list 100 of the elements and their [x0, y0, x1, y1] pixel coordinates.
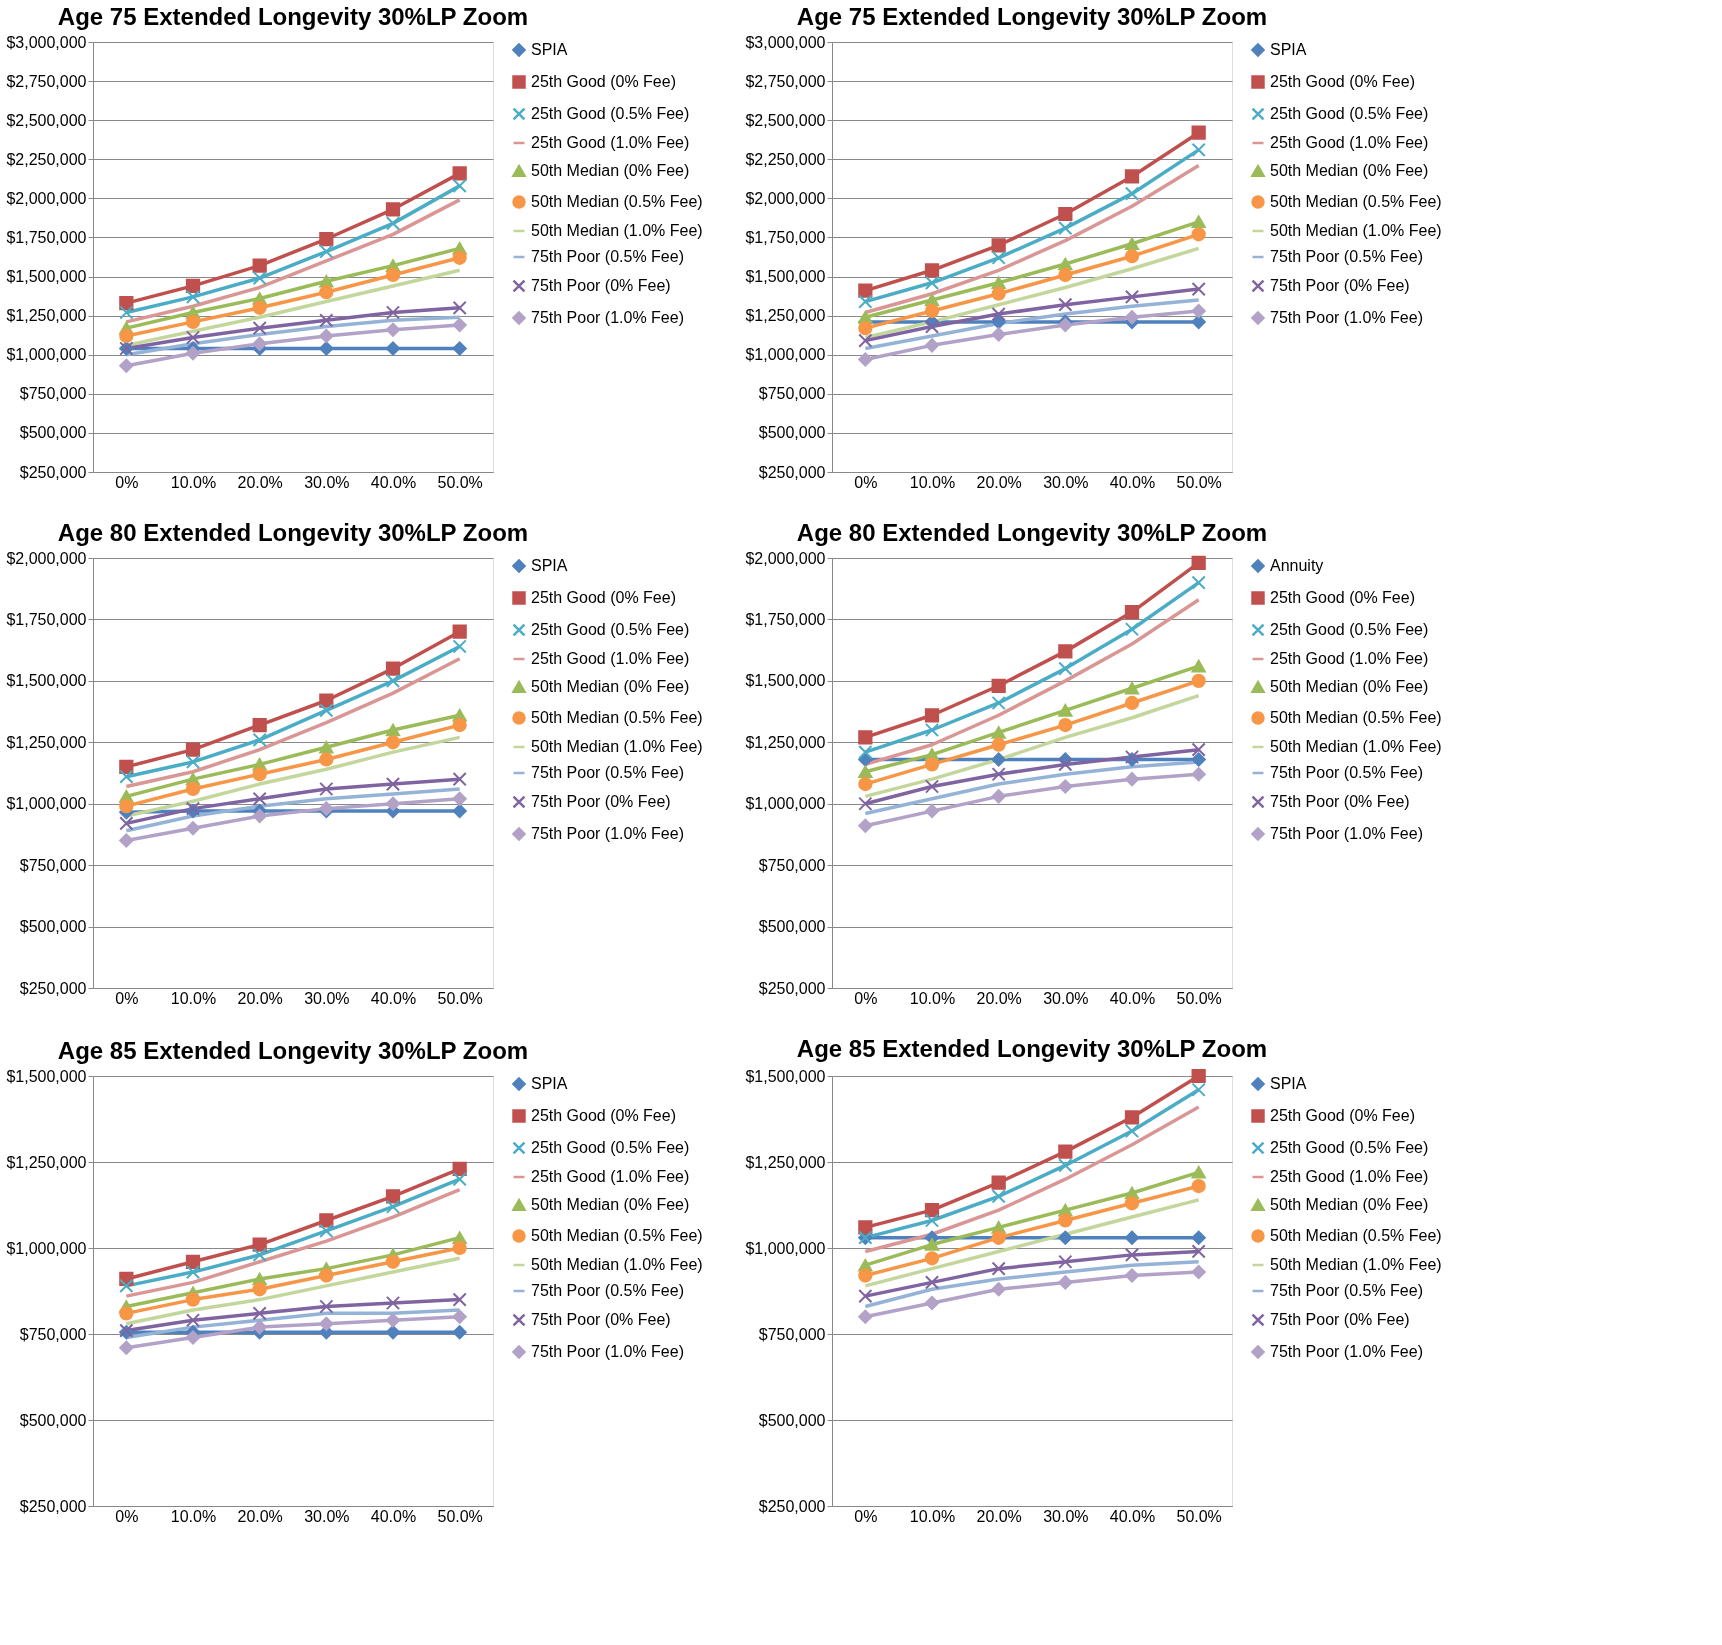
y-tick-label: $250,000 [19, 463, 87, 481]
legend-label: 50th Median (0% Fee) [1270, 1196, 1429, 1213]
y-tick-label: $1,500,000 [6, 268, 87, 286]
y-tick-label: $1,250,000 [745, 1153, 826, 1171]
x-tick-label: 20.0% [237, 989, 283, 1007]
legend-label: SPIA [531, 1075, 568, 1092]
x-tick-label: 50.0% [437, 473, 483, 491]
legend-label: 50th Median (1.0% Fee) [531, 222, 703, 239]
legend-label: 75th Poor (0% Fee) [1270, 277, 1410, 294]
legend-label: 75th Poor (1.0% Fee) [1270, 1343, 1423, 1360]
legend-label: 25th Good (1.0% Fee) [531, 650, 690, 667]
x-tick-label: 10.0% [909, 473, 956, 491]
y-tick-label: $500,000 [758, 918, 826, 936]
x-tick-label: 40.0% [1109, 1507, 1156, 1525]
y-tick-label: $1,500,000 [745, 268, 826, 286]
x-tick-label: 10.0% [909, 1507, 956, 1525]
y-tick-label: $500,000 [19, 424, 87, 442]
legend-label: SPIA [1270, 1075, 1307, 1092]
y-tick-label: $250,000 [19, 979, 87, 997]
y-tick-label: $1,250,000 [6, 1153, 87, 1171]
legend-label: 25th Good (1.0% Fee) [531, 134, 690, 151]
legend-label: 25th Good (0.5% Fee) [531, 621, 690, 638]
legend-label: 50th Median (1.0% Fee) [1270, 222, 1442, 239]
y-tick-label: $1,750,000 [745, 228, 826, 246]
y-tick-label: $2,000,000 [745, 549, 826, 567]
x-tick-label: 10.0% [170, 989, 217, 1007]
legend-label: 50th Median (1.0% Fee) [1270, 1256, 1442, 1273]
legend-label: 75th Poor (1.0% Fee) [1270, 309, 1423, 326]
x-tick-label: 20.0% [237, 473, 283, 491]
legend-label: 25th Good (0% Fee) [1270, 589, 1415, 606]
legend-label: 25th Good (0% Fee) [531, 73, 676, 90]
y-tick-label: $500,000 [19, 918, 87, 936]
legend-label: 50th Median (0.5% Fee) [531, 709, 703, 726]
y-tick-label: $1,750,000 [6, 610, 87, 628]
y-tick-label: $2,500,000 [745, 111, 826, 129]
y-tick-label: $1,000,000 [745, 795, 826, 813]
y-tick-label: $750,000 [19, 856, 87, 874]
legend-label: 75th Poor (0.5% Fee) [1270, 764, 1423, 781]
x-tick-label: 10.0% [170, 1507, 217, 1525]
legend-label: 50th Median (0% Fee) [1270, 678, 1429, 695]
x-tick-label: 20.0% [976, 473, 1022, 491]
legend-label: 75th Poor (1.0% Fee) [1270, 825, 1423, 842]
legend-label: SPIA [1270, 41, 1307, 58]
y-tick-label: $1,250,000 [745, 307, 826, 325]
x-tick-label: 10.0% [909, 989, 956, 1007]
x-tick-label: 50.0% [1176, 989, 1222, 1007]
chart-title: Age 75 Extended Longevity 30%LP Zoom [796, 3, 1268, 30]
chart-title: Age 85 Extended Longevity 30%LP Zoom [796, 1034, 1268, 1062]
legend-label: 50th Median (1.0% Fee) [531, 738, 703, 755]
y-tick-label: $250,000 [758, 979, 826, 997]
legend-label: SPIA [531, 41, 568, 58]
y-tick-label: $1,750,000 [745, 610, 826, 628]
legend-label: 75th Poor (0% Fee) [1270, 1311, 1410, 1328]
legend-label: 50th Median (0% Fee) [531, 678, 690, 695]
x-tick-label: 40.0% [370, 473, 417, 491]
y-tick-label: $1,000,000 [6, 1239, 87, 1257]
legend-label: 25th Good (0.5% Fee) [1270, 1139, 1429, 1156]
x-tick-label: 50.0% [1176, 473, 1222, 491]
legend-label: Annuity [1270, 557, 1324, 574]
x-tick-label: 40.0% [1109, 989, 1156, 1007]
x-tick-label: 50.0% [437, 989, 483, 1007]
legend-label: 25th Good (0.5% Fee) [1270, 621, 1429, 638]
legend-label: 50th Median (0.5% Fee) [1270, 1227, 1442, 1244]
y-tick-label: $750,000 [19, 1325, 87, 1343]
x-tick-label: 20.0% [237, 1507, 283, 1525]
y-tick-label: $500,000 [758, 1411, 826, 1429]
y-tick-label: $750,000 [758, 385, 826, 403]
legend-label: 75th Poor (1.0% Fee) [531, 1343, 684, 1360]
legend-label: 75th Poor (0% Fee) [531, 1311, 671, 1328]
y-tick-label: $1,000,000 [745, 346, 826, 364]
x-tick-label: 0% [854, 473, 878, 491]
legend-label: 50th Median (0.5% Fee) [531, 193, 703, 210]
x-tick-label: 40.0% [1109, 473, 1156, 491]
x-tick-label: 30.0% [1043, 473, 1089, 491]
legend-label: 75th Poor (1.0% Fee) [531, 825, 684, 842]
legend-label: 25th Good (1.0% Fee) [1270, 1168, 1429, 1185]
x-tick-label: 30.0% [304, 1507, 350, 1525]
legend-label: 50th Median (1.0% Fee) [1270, 738, 1442, 755]
x-tick-label: 30.0% [304, 473, 350, 491]
legend-label: 50th Median (0% Fee) [531, 1196, 690, 1213]
legend-label: 25th Good (0% Fee) [1270, 73, 1415, 90]
x-tick-label: 0% [115, 1507, 139, 1525]
legend-label: 50th Median (0% Fee) [1270, 162, 1429, 179]
legend-label: 25th Good (0% Fee) [1270, 1107, 1415, 1124]
y-tick-label: $2,250,000 [745, 150, 826, 168]
y-tick-label: $500,000 [758, 424, 826, 442]
legend-label: 25th Good (1.0% Fee) [1270, 134, 1429, 151]
x-tick-label: 20.0% [976, 1507, 1022, 1525]
y-tick-label: $750,000 [758, 1325, 826, 1343]
y-tick-label: $2,500,000 [6, 111, 87, 129]
y-tick-label: $2,250,000 [6, 150, 87, 168]
y-tick-label: $2,000,000 [6, 549, 87, 567]
legend-label: 75th Poor (0.5% Fee) [531, 248, 684, 265]
x-tick-label: 50.0% [437, 1507, 483, 1525]
legend-label: 50th Median (0.5% Fee) [1270, 193, 1442, 210]
chart-title: Age 75 Extended Longevity 30%LP Zoom [57, 3, 529, 30]
y-tick-label: $2,750,000 [6, 72, 87, 90]
y-tick-label: $1,000,000 [6, 346, 87, 364]
y-tick-label: $1,000,000 [6, 795, 87, 813]
legend-label: 75th Poor (0.5% Fee) [531, 1282, 684, 1299]
